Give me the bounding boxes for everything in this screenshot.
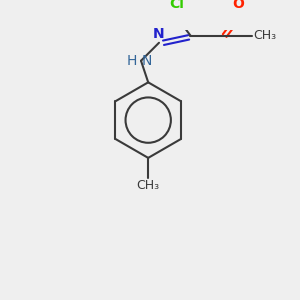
Text: H: H (126, 54, 136, 68)
Text: Cl: Cl (169, 0, 184, 11)
Text: CH₃: CH₃ (136, 179, 160, 193)
Text: N: N (153, 27, 165, 41)
Text: CH₃: CH₃ (254, 29, 277, 42)
Text: N: N (142, 54, 152, 68)
Text: O: O (232, 0, 244, 11)
